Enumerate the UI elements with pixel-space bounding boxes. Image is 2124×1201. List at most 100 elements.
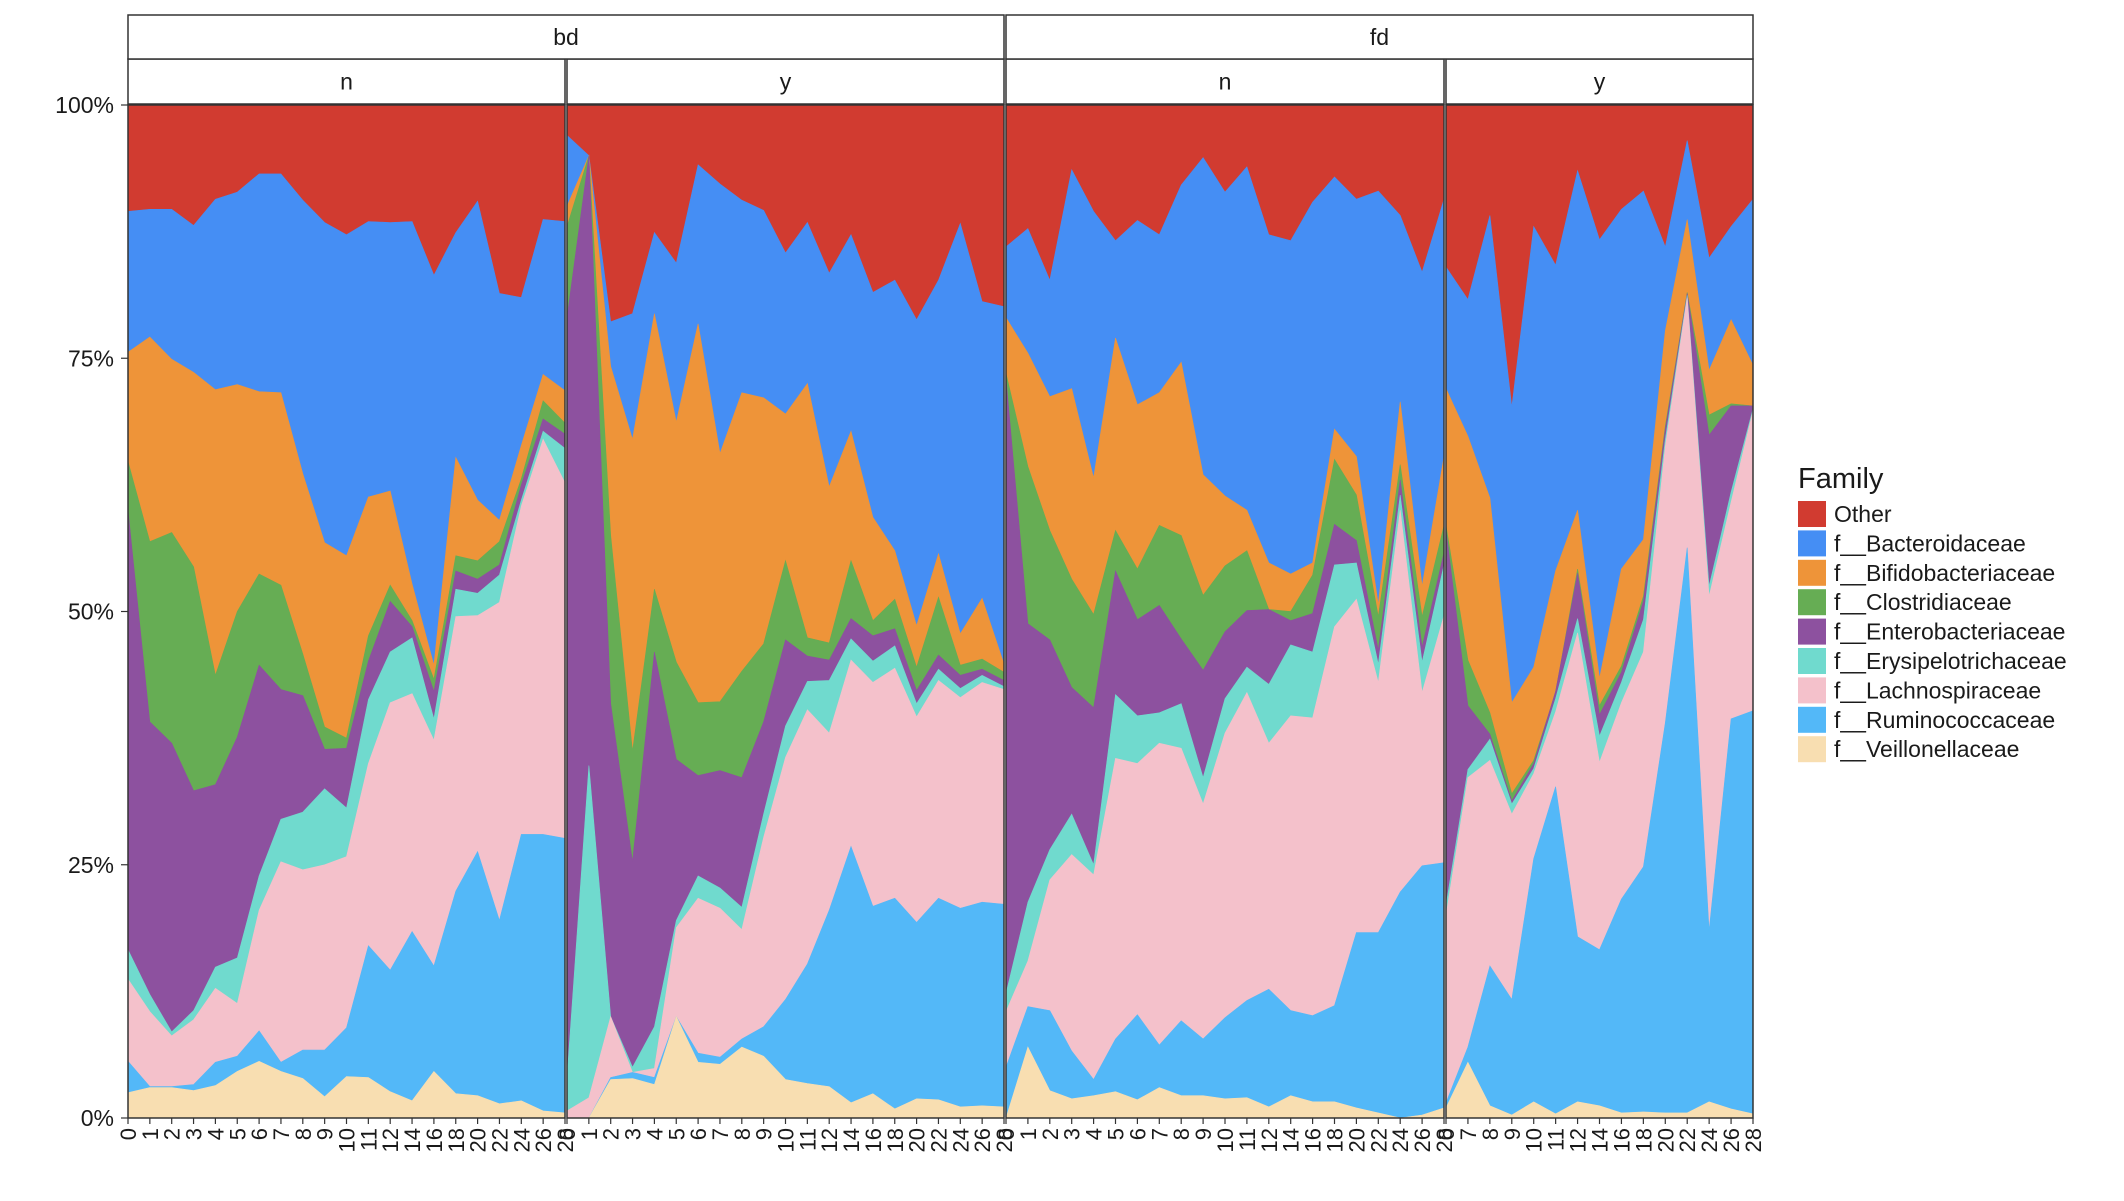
x-tick-label: 20 xyxy=(1344,1128,1369,1152)
x-tick-label: 12 xyxy=(1566,1128,1591,1152)
sub-strip xyxy=(1005,58,1445,105)
x-tick-label: 26 xyxy=(1410,1128,1435,1152)
x-tick-label: 7 xyxy=(269,1128,294,1140)
x-tick-label: 7 xyxy=(708,1128,733,1140)
x-tick-label: 18 xyxy=(444,1128,469,1152)
x-tick-label: 3 xyxy=(621,1128,646,1140)
x-tick-label: 11 xyxy=(356,1128,381,1151)
x-tick-label: 20 xyxy=(1653,1128,1678,1152)
legend-item-label: f__Lachnospiraceae xyxy=(1834,677,2041,703)
x-tick-label: 16 xyxy=(1301,1128,1326,1152)
legend-key xyxy=(1798,618,1826,645)
x-tick-label: 18 xyxy=(883,1128,908,1152)
x-tick-label: 24 xyxy=(948,1128,973,1152)
x-tick-label: 2 xyxy=(1038,1128,1063,1140)
x-tick-label: 0 xyxy=(555,1128,580,1140)
x-tick-label: 24 xyxy=(1388,1128,1413,1152)
y-tick-label: 75% xyxy=(68,345,114,371)
legend-key xyxy=(1798,589,1826,616)
legend-item-label: f__Enterobacteriaceae xyxy=(1834,619,2065,645)
x-tick-label: 22 xyxy=(1675,1128,1700,1152)
y-tick-label: 50% xyxy=(68,599,114,625)
x-tick-label: 20 xyxy=(466,1128,491,1152)
x-tick-label: 28 xyxy=(553,1128,578,1152)
legend-item-label: f__Veillonellaceae xyxy=(1834,736,2019,762)
x-tick-label: 7 xyxy=(1147,1128,1172,1140)
x-tick-label: 22 xyxy=(926,1128,951,1152)
x-tick-label: 10 xyxy=(1213,1128,1238,1152)
x-tick-label: 4 xyxy=(642,1128,667,1140)
y-tick-label: 25% xyxy=(68,852,114,878)
x-tick-label: 1 xyxy=(577,1128,602,1140)
sub-strip-label: y xyxy=(1594,69,1606,95)
x-tick-label: 9 xyxy=(1191,1128,1216,1140)
facet-strip-label: fd xyxy=(1370,24,1389,50)
x-tick-label: 10 xyxy=(335,1128,360,1152)
x-tick-label: 26 xyxy=(1719,1128,1744,1152)
x-tick-label: 10 xyxy=(774,1128,799,1152)
x-tick-label: 18 xyxy=(1631,1128,1656,1152)
x-tick-label: 16 xyxy=(861,1128,886,1152)
x-tick-label: 22 xyxy=(487,1128,512,1152)
legend-key xyxy=(1798,706,1826,733)
sub-strip xyxy=(1445,58,1754,105)
legend-item-label: f__Bacteroidaceae xyxy=(1834,530,2026,556)
x-tick-label: 9 xyxy=(752,1128,777,1140)
x-tick-label: 24 xyxy=(509,1128,534,1152)
x-tick-label: 24 xyxy=(1697,1128,1722,1152)
x-tick-label: 22 xyxy=(1366,1128,1391,1152)
x-tick-label: 6 xyxy=(247,1128,272,1140)
x-tick-label: 6 xyxy=(686,1128,711,1140)
x-tick-label: 0 xyxy=(116,1128,141,1140)
x-tick-label: 10 xyxy=(1522,1128,1547,1152)
x-tick-label: 1 xyxy=(138,1128,163,1140)
x-tick-label: 12 xyxy=(817,1128,842,1152)
x-tick-label: 26 xyxy=(970,1128,995,1152)
x-tick-label: 12 xyxy=(1257,1128,1282,1152)
x-tick-label: 1 xyxy=(1016,1128,1041,1140)
facet-strip-bd xyxy=(127,14,1005,60)
legend-item-label: Other xyxy=(1834,501,1892,527)
x-tick-label: 8 xyxy=(1169,1128,1194,1140)
x-tick-label: 5 xyxy=(1104,1128,1129,1140)
x-tick-label: 14 xyxy=(1279,1128,1304,1152)
x-tick-label: 4 xyxy=(203,1128,228,1140)
y-tick-label: 0% xyxy=(81,1105,114,1131)
x-tick-label: 18 xyxy=(1323,1128,1348,1152)
x-tick-label: 3 xyxy=(1060,1128,1085,1140)
legend-key xyxy=(1798,559,1826,586)
sub-strip-label: n xyxy=(1219,69,1232,95)
legend-key xyxy=(1798,501,1826,527)
x-tick-label: 8 xyxy=(730,1128,755,1140)
legend-item-label: f__Clostridiaceae xyxy=(1834,589,2012,615)
facet-strip-fd xyxy=(1005,14,1754,60)
x-tick-label: 16 xyxy=(422,1128,447,1152)
x-tick-label: 11 xyxy=(1235,1128,1260,1151)
x-tick-label: 0 xyxy=(994,1128,1019,1140)
x-tick-label: 9 xyxy=(313,1128,338,1140)
sub-strip xyxy=(566,58,1005,105)
y-tick-label: 100% xyxy=(55,92,114,118)
legend-key xyxy=(1798,530,1826,557)
x-tick-label: 7 xyxy=(1456,1128,1481,1140)
legend: Family Other f__Bacteroidaceae f__Bifidobac… xyxy=(1798,463,2067,763)
x-tick-label: 28 xyxy=(1432,1128,1457,1152)
x-tick-label: 2 xyxy=(599,1128,624,1140)
x-tick-label: 9 xyxy=(1500,1128,1525,1140)
x-tick-label: 8 xyxy=(1478,1128,1503,1140)
x-tick-label: 28 xyxy=(1741,1128,1766,1152)
x-tick-label: 4 xyxy=(1082,1128,1107,1140)
legend-item-label: f__Bifidobacteriaceae xyxy=(1834,560,2055,586)
x-tick-label: 14 xyxy=(400,1128,425,1152)
x-tick-label: 20 xyxy=(905,1128,930,1152)
x-tick-label: 14 xyxy=(1588,1128,1613,1152)
x-tick-label: 28 xyxy=(992,1128,1017,1152)
x-tick-label: 6 xyxy=(1125,1128,1150,1140)
x-tick-label: 0 xyxy=(1434,1128,1459,1140)
